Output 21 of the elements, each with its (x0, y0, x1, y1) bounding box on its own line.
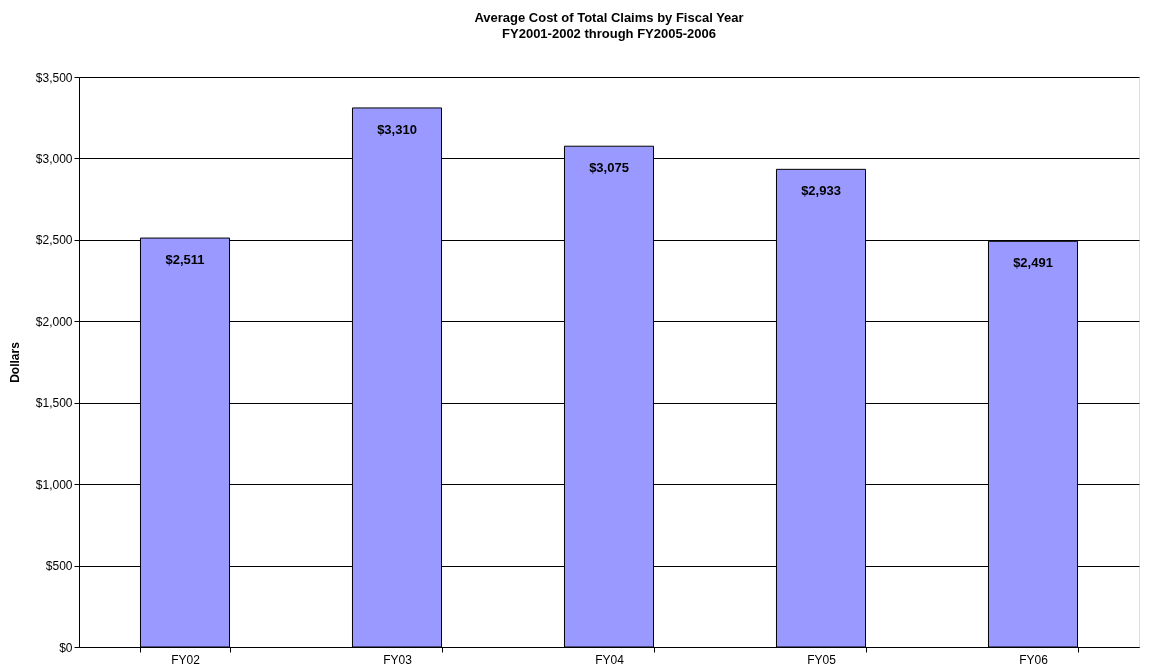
chart-subtitle: FY2001-2002 through FY2005-2006 (502, 26, 716, 41)
data-label: $2,511 (165, 252, 205, 268)
y-tick-label: $0 (59, 640, 73, 655)
x-tick-label: FY05 (807, 652, 837, 667)
y-tick-label: $3,500 (35, 70, 73, 85)
x-tick-label: FY04 (595, 652, 625, 667)
y-tick-label: $3,000 (35, 151, 73, 166)
data-label: $3,310 (377, 121, 417, 137)
y-tick-label: $1,000 (35, 477, 73, 492)
x-tick-label: FY06 (1019, 652, 1049, 667)
chart-title: Average Cost of Total Claims by Fiscal Year (474, 10, 744, 25)
y-tick-label: $500 (45, 559, 73, 574)
x-tick-label: FY02 (171, 652, 201, 667)
y-tick-label: $2,000 (35, 314, 73, 329)
data-label: $2,933 (801, 183, 841, 199)
y-tick-label: $1,500 (35, 396, 73, 411)
y-tick-label: $2,500 (35, 233, 73, 248)
data-label: $2,491 (1013, 255, 1053, 271)
data-label: $3,075 (589, 160, 629, 176)
x-tick-label: FY03 (383, 652, 413, 667)
y-axis-title: Dollars (7, 341, 22, 383)
